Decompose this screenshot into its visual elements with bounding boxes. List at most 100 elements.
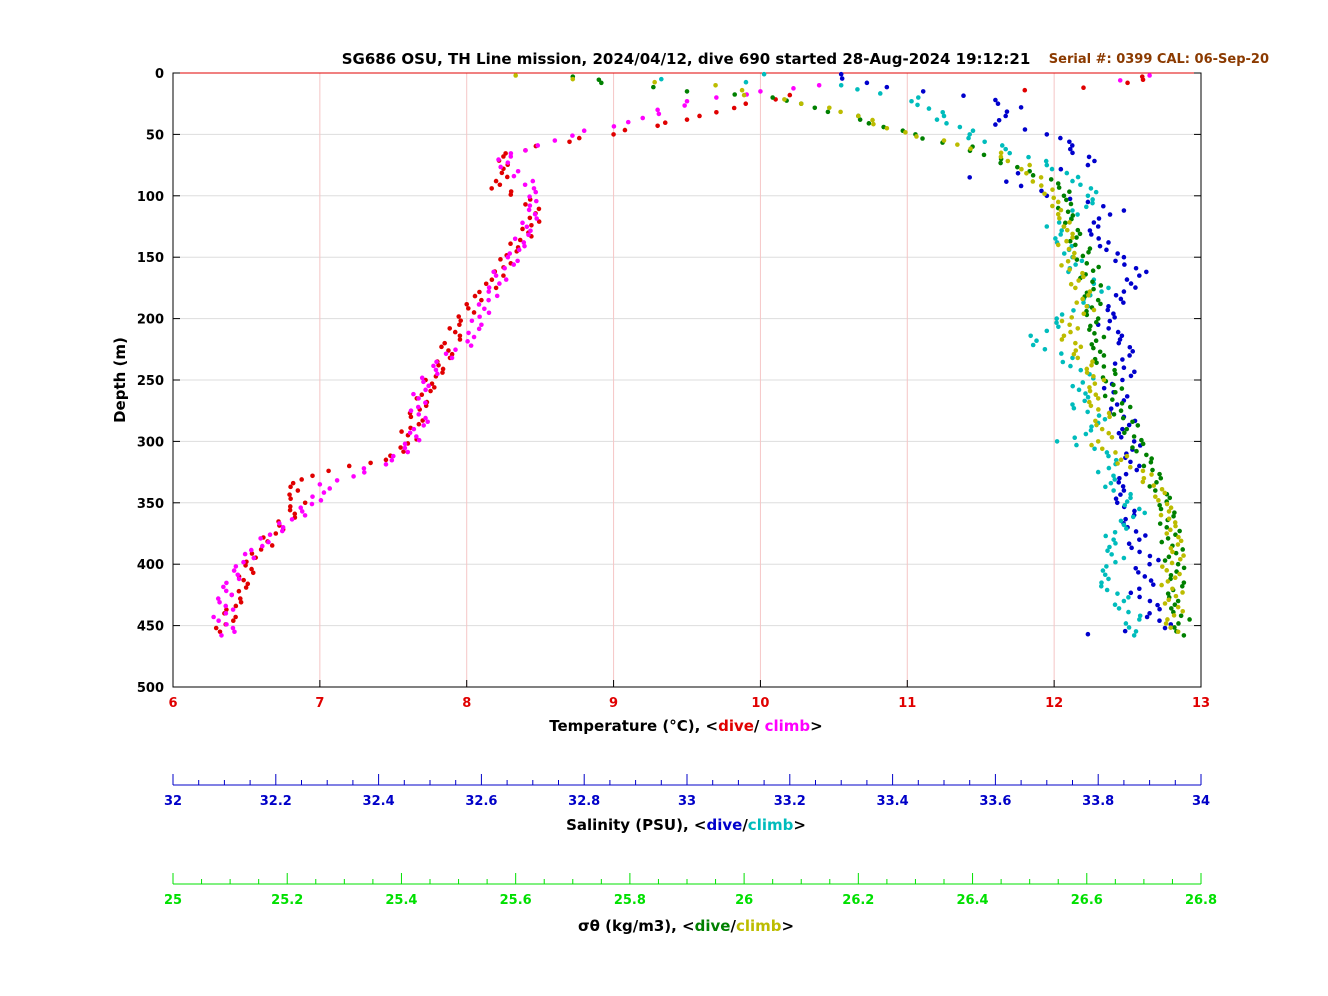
temperature-dive-point bbox=[493, 178, 499, 184]
salinity-climb-point bbox=[1085, 394, 1091, 400]
temperature-climb-point bbox=[520, 220, 525, 226]
temperature-climb-point bbox=[317, 482, 323, 487]
salinity-dive-point bbox=[1105, 307, 1111, 313]
depth-tick-label: 400 bbox=[137, 558, 164, 573]
salinity-dive-point bbox=[995, 101, 1001, 106]
temperature-dive-point bbox=[1081, 85, 1086, 91]
temperature-climb-point bbox=[425, 419, 430, 425]
sigma_theta-climb-point bbox=[1084, 304, 1090, 309]
sigma_theta-climb-point bbox=[1162, 601, 1168, 606]
sigma_theta-dive-point bbox=[1120, 415, 1126, 421]
salinity-climb-point bbox=[1044, 162, 1050, 168]
temperature-climb-point bbox=[466, 330, 471, 336]
salinity-climb-point bbox=[1090, 197, 1095, 202]
temperature-climb-point bbox=[552, 138, 558, 143]
sigma_theta-climb-point bbox=[1087, 399, 1092, 405]
temperature-dive-point bbox=[714, 109, 719, 115]
salinity-climb-point bbox=[1095, 469, 1101, 475]
temperature-climb-point bbox=[476, 302, 482, 307]
temperature-dive-point bbox=[493, 285, 499, 291]
temperature-climb-point bbox=[224, 622, 229, 627]
salinity-climb-point bbox=[934, 117, 940, 122]
salinity-dive-point bbox=[1116, 340, 1122, 346]
temperature-dive-point bbox=[662, 120, 668, 126]
sigma_theta-tick-label: 26.2 bbox=[842, 893, 874, 908]
temperature-climb-point bbox=[235, 572, 241, 578]
sigma_theta-climb-point bbox=[1106, 410, 1112, 416]
temperature-climb-point bbox=[389, 457, 395, 463]
sigma_theta-tick-label: 26.6 bbox=[1071, 893, 1103, 908]
temperature-dive-point bbox=[655, 123, 660, 129]
sigma_theta-climb-point bbox=[1159, 564, 1165, 569]
salinity-climb-point bbox=[1142, 510, 1148, 516]
sigma_theta-dive-point bbox=[1095, 297, 1101, 303]
temperature-climb-point bbox=[216, 618, 221, 623]
sigma_theta-dive-point bbox=[1171, 514, 1176, 519]
temperature-climb-point bbox=[233, 564, 239, 569]
salinity-dive-point bbox=[1124, 394, 1130, 399]
salinity-climb-point bbox=[1054, 316, 1059, 321]
temperature-climb-point bbox=[684, 98, 690, 104]
depth-tick-label: 250 bbox=[137, 374, 164, 389]
salinity-climb-point bbox=[659, 76, 664, 82]
temperature-dive-point bbox=[416, 421, 422, 427]
sigma_theta-tick-label: 26 bbox=[735, 893, 753, 908]
temperature-dive-point bbox=[508, 192, 514, 197]
salinity-climb-point bbox=[1044, 224, 1050, 229]
temperature-climb-point bbox=[526, 232, 531, 238]
temperature-dive-point bbox=[501, 154, 506, 159]
sigma_theta-dive-point bbox=[998, 160, 1003, 166]
salinity-climb-point bbox=[1060, 359, 1066, 365]
sigma_theta-climb-point bbox=[1166, 597, 1172, 603]
salinity-climb-point bbox=[1080, 380, 1086, 385]
temperature-climb-point bbox=[221, 584, 226, 590]
temperature-dive-point bbox=[436, 362, 441, 368]
salinity-climb-point bbox=[1112, 477, 1118, 482]
temperature-tick-label: 11 bbox=[898, 696, 916, 711]
temperature-climb-point bbox=[511, 173, 517, 179]
salinity-climb-point bbox=[1070, 178, 1075, 184]
salinity-dive-point bbox=[1131, 439, 1137, 444]
temperature-climb-point bbox=[526, 207, 532, 213]
salinity-dive-point bbox=[1150, 582, 1156, 587]
salinity-climb-point bbox=[1070, 208, 1075, 213]
salinity-dive-point bbox=[1133, 285, 1138, 290]
salinity-climb-point bbox=[1131, 633, 1137, 638]
salinity-dive-point bbox=[1147, 598, 1153, 604]
sigma_theta-climb-point bbox=[1107, 414, 1112, 420]
sigma_theta-climb-point bbox=[1087, 388, 1093, 394]
sigma_theta-dive-point bbox=[1165, 536, 1171, 541]
temperature-dive-point bbox=[326, 468, 331, 474]
temperature-climb-point bbox=[502, 265, 507, 271]
salinity-dive-point bbox=[1089, 232, 1094, 237]
temperature-climb-point bbox=[503, 277, 509, 282]
salinity-dive-point bbox=[1104, 247, 1109, 253]
sigma_theta-climb-point bbox=[1067, 267, 1072, 272]
temperature-climb-point bbox=[419, 375, 425, 381]
sigma_theta-climb-point bbox=[1113, 450, 1118, 455]
salinity-dive-point bbox=[1085, 199, 1091, 205]
temperature-climb-point bbox=[496, 157, 501, 162]
sigma_theta-climb-point bbox=[1115, 461, 1120, 466]
temperature-dive-point bbox=[245, 581, 251, 587]
sigma_theta-dive-point bbox=[1172, 625, 1177, 630]
sigma_theta-climb-point bbox=[1050, 203, 1055, 209]
sigma_theta-dive-point bbox=[1173, 550, 1179, 556]
salinity-climb-point bbox=[1071, 308, 1076, 313]
salinity-climb-point bbox=[1059, 228, 1064, 233]
sigma_theta-dive-point bbox=[1030, 173, 1036, 178]
temperature-climb-point bbox=[224, 580, 229, 586]
temperature-climb-point bbox=[251, 555, 257, 561]
temperature-dive-point bbox=[498, 257, 503, 262]
temperature-climb-point bbox=[533, 189, 539, 195]
temperature-climb-point bbox=[223, 611, 229, 616]
sigma_theta-climb-point bbox=[1067, 322, 1072, 328]
sigma_theta-climb-point bbox=[1159, 582, 1164, 588]
salinity-dive-point bbox=[1156, 557, 1161, 563]
salinity-dive-point bbox=[864, 80, 870, 86]
sigma_theta-dive-point bbox=[1166, 554, 1172, 560]
salinity-climb-point bbox=[1026, 154, 1031, 160]
temperature-climb-point bbox=[486, 297, 491, 303]
temperature-climb-point bbox=[361, 466, 367, 471]
sigma_theta-climb-point bbox=[1089, 442, 1094, 448]
